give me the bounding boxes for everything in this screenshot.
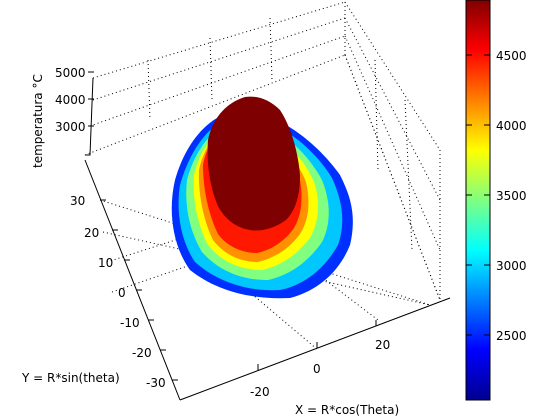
colorbar-tick-label: 4000 xyxy=(496,119,527,133)
z-tick-label: 5000 xyxy=(55,66,86,80)
y-tick-label: 0 xyxy=(118,286,126,300)
z-tick-labels: 5000 4000 3000 xyxy=(55,66,86,134)
x-tick-label: 0 xyxy=(313,362,321,376)
y-tick-label: 10 xyxy=(98,256,113,270)
colorbar xyxy=(465,0,491,401)
x-tick-labels: -20 0 20 xyxy=(250,338,390,399)
x-tick-label: 20 xyxy=(375,338,390,352)
colorbar-tick-label: 3500 xyxy=(496,189,527,203)
y-tick-labels: 30 20 10 0 -10 -20 -30 xyxy=(70,194,166,390)
z-axis-label: temperatura °C xyxy=(31,74,45,168)
colorbar-tick-label: 4500 xyxy=(496,49,527,63)
x-axis-label: X = R*cos(Theta) xyxy=(295,403,399,417)
colorbar-ticks xyxy=(466,54,490,336)
y-tick-label: -10 xyxy=(120,316,140,330)
y-tick-label: 30 xyxy=(70,194,85,208)
y-tick-label: 20 xyxy=(84,226,99,240)
colorbar-tick-label: 2500 xyxy=(496,329,527,343)
surface-peak xyxy=(207,96,300,231)
y-axis-label: Y = R*sin(theta) xyxy=(21,371,120,385)
x-tick-label: -20 xyxy=(250,385,270,399)
colorbar-labels: 4500 4000 3500 3000 2500 xyxy=(496,49,527,343)
z-tick-label: 4000 xyxy=(55,93,86,107)
y-tick-label: -30 xyxy=(146,376,166,390)
y-tick-label: -20 xyxy=(132,346,152,360)
z-tick-label: 3000 xyxy=(55,120,86,134)
axes-lines xyxy=(84,71,451,401)
surface-plot xyxy=(171,96,353,299)
colorbar-tick-label: 3000 xyxy=(496,259,527,273)
